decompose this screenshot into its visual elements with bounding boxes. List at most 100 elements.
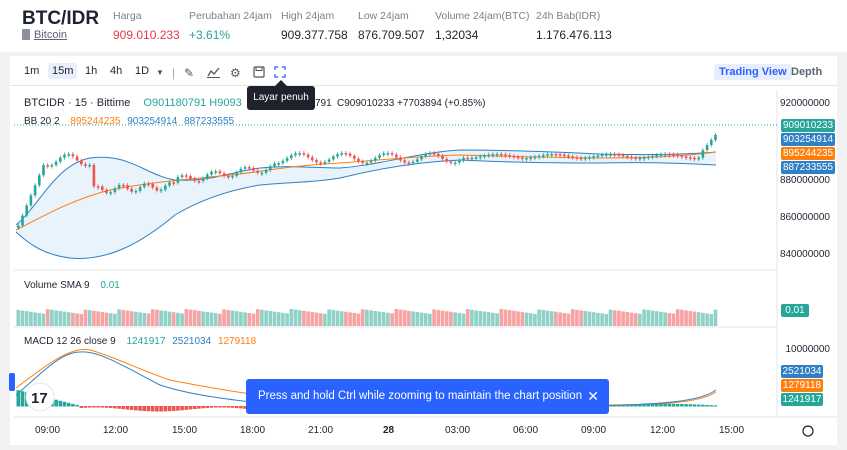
- volume-bar: [470, 309, 474, 326]
- candle: [206, 174, 209, 179]
- coin-link[interactable]: Bitcoin: [34, 29, 68, 41]
- candle: [705, 145, 709, 151]
- volume-bar: [234, 311, 239, 326]
- candle: [193, 178, 196, 181]
- volume-bar: [45, 309, 50, 326]
- volume-bar: [491, 312, 495, 326]
- stat-high: High 24jam 909.377.758: [281, 10, 348, 42]
- volume-bar: [100, 312, 105, 326]
- macd-histogram-bar: [159, 406, 163, 412]
- macd-histogram-bar: [117, 406, 121, 409]
- volume-bar: [213, 313, 218, 326]
- macd-histogram-bar: [58, 400, 63, 407]
- volume-bar: [348, 312, 352, 326]
- volume-bar: [331, 310, 336, 326]
- volume-bar: [667, 313, 672, 326]
- volume-bar: [524, 312, 529, 326]
- candle: [38, 175, 41, 186]
- candle: [458, 160, 461, 163]
- macd-histogram-bar: [222, 406, 226, 408]
- macd-histogram-bar: [113, 406, 117, 409]
- timeframe-1d[interactable]: 1D: [135, 65, 150, 77]
- candle: [638, 157, 642, 160]
- volume-bar: [440, 310, 445, 326]
- save-icon[interactable]: [253, 66, 265, 81]
- candle: [449, 161, 453, 164]
- timeframe-1h[interactable]: 1h: [85, 65, 98, 77]
- volume-bar: [554, 311, 558, 326]
- bollinger-lower-line: [15, 159, 717, 259]
- volume-bar: [134, 311, 138, 326]
- gear-icon[interactable]: ⚙: [230, 66, 241, 80]
- candle: [214, 171, 217, 173]
- candle: [483, 155, 486, 157]
- volume-bar: [696, 312, 701, 326]
- candle: [197, 180, 201, 183]
- timeframe-15m[interactable]: 15m: [48, 63, 78, 79]
- volume-bar: [612, 310, 617, 326]
- volume-bar: [323, 313, 327, 326]
- candle: [382, 153, 385, 156]
- candle: [164, 185, 167, 190]
- volume-bar: [377, 311, 382, 326]
- volume-bar: [108, 313, 113, 326]
- volume-bar: [638, 313, 642, 326]
- price-tag-bb-basis: 895244235: [781, 147, 835, 160]
- candle: [319, 162, 322, 164]
- volume-bar: [503, 309, 508, 326]
- candle: [432, 153, 436, 155]
- volume-bar: [239, 311, 243, 326]
- macd-histogram-bar: [108, 406, 113, 409]
- volume-bar: [302, 310, 306, 326]
- candle: [663, 154, 667, 156]
- candle: [500, 154, 503, 156]
- macd-histogram-bar: [197, 406, 201, 409]
- volume-legend: Volume SMA 9 0.01: [24, 280, 120, 291]
- fullscreen-icon[interactable]: [274, 66, 286, 81]
- scroll-handle[interactable]: [9, 373, 15, 391]
- bollinger-upper-line: [15, 149, 717, 226]
- volume-bar: [33, 312, 37, 326]
- trading-view-button[interactable]: Trading View: [714, 64, 792, 80]
- volume-bar: [285, 313, 289, 326]
- macd-histogram-bar: [163, 406, 168, 412]
- settings-gear-icon[interactable]: [802, 425, 814, 437]
- candle: [260, 172, 264, 175]
- candle: [466, 157, 469, 160]
- volume-bar: [16, 310, 21, 326]
- macd-histogram-bar: [646, 404, 651, 407]
- candle: [445, 158, 448, 162]
- volume-bar: [583, 311, 588, 326]
- close-icon[interactable]: ✕: [587, 388, 599, 404]
- volume-bar: [54, 310, 58, 326]
- volume-bar: [461, 313, 466, 326]
- volume-bar: [306, 311, 310, 326]
- volume-bar: [197, 310, 201, 326]
- candle: [550, 154, 553, 156]
- candle: [516, 156, 520, 159]
- volume-bar: [344, 311, 348, 326]
- candle: [395, 154, 398, 158]
- candle: [315, 160, 318, 163]
- macd-histogram-bar: [87, 406, 92, 408]
- bb-legend: BB 20 2 895244235 903254914 887233555: [24, 116, 235, 127]
- depth-button[interactable]: Depth: [791, 66, 823, 78]
- separator: |: [172, 66, 176, 80]
- volume-bar: [251, 313, 256, 326]
- time-axis-label: 28: [383, 425, 395, 436]
- macd-histogram-bar: [705, 404, 709, 407]
- macd-histogram-bar: [150, 406, 155, 412]
- stat-price: Harga 909.010.233: [113, 10, 180, 42]
- timeframe-4h[interactable]: 4h: [110, 65, 123, 77]
- candle: [617, 154, 621, 156]
- volume-bar: [386, 312, 390, 326]
- timeframe-dropdown-icon[interactable]: ▼: [156, 68, 164, 77]
- timeframe-1m[interactable]: 1m: [24, 65, 40, 77]
- candle: [264, 170, 268, 173]
- candle: [340, 153, 343, 155]
- macd-histogram-bar: [180, 406, 184, 411]
- pen-icon[interactable]: ✎: [184, 66, 195, 80]
- indicator-icon[interactable]: [207, 66, 220, 81]
- candle: [588, 157, 591, 159]
